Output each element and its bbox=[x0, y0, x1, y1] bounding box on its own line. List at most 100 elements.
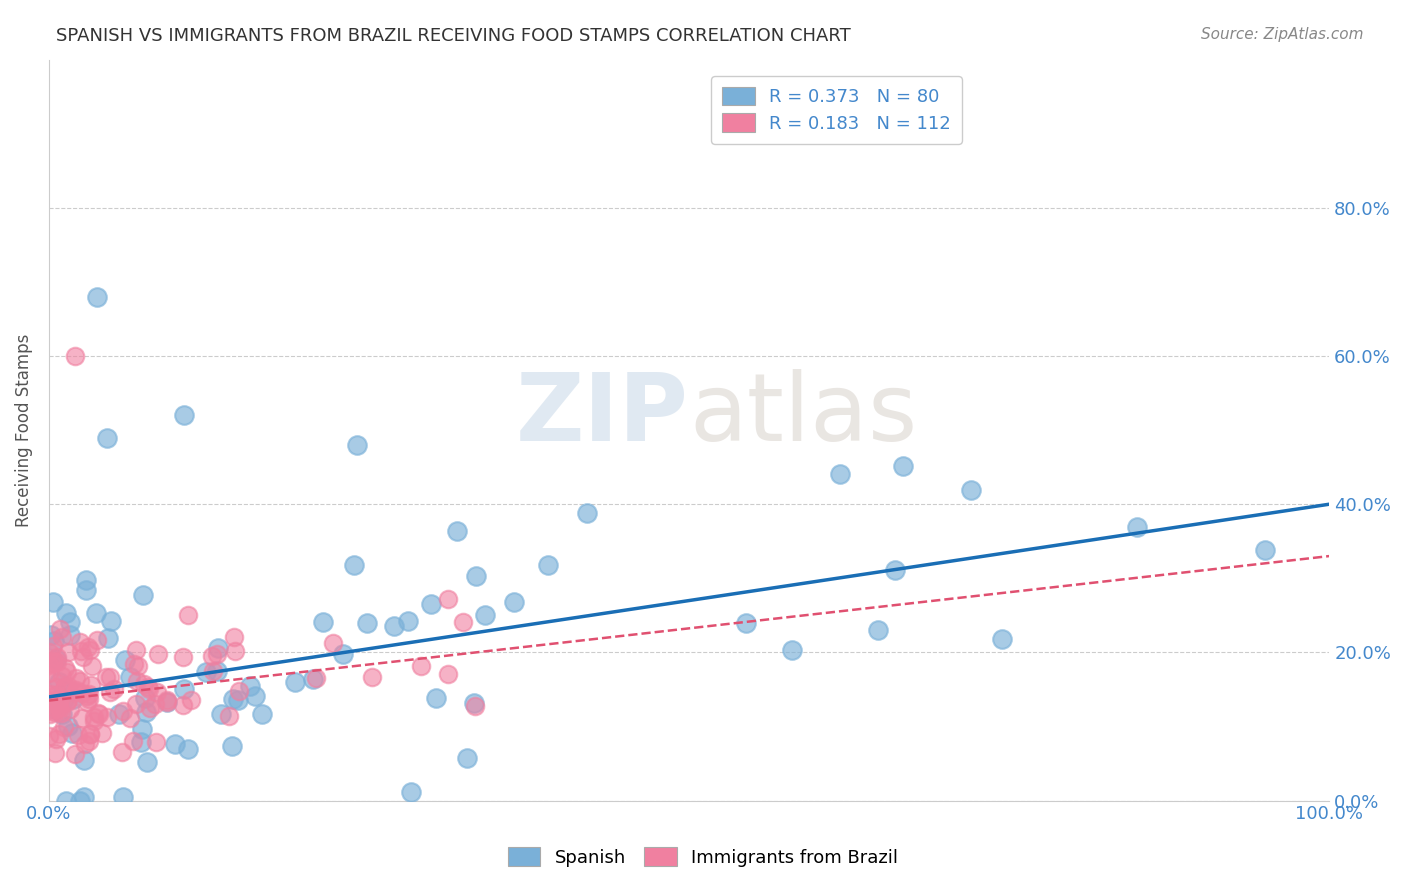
Point bbox=[129, 734, 152, 748]
Point bbox=[409, 658, 432, 673]
Point bbox=[87, 706, 110, 721]
Point bbox=[205, 665, 228, 679]
Point bbox=[503, 595, 526, 609]
Point bbox=[55, 665, 77, 680]
Point bbox=[76, 695, 98, 709]
Legend: Spanish, Immigrants from Brazil: Spanish, Immigrants from Brazil bbox=[501, 840, 905, 874]
Point bbox=[165, 738, 187, 752]
Point bbox=[226, 693, 249, 707]
Point bbox=[48, 690, 70, 705]
Point bbox=[48, 693, 70, 707]
Point bbox=[86, 632, 108, 647]
Point bbox=[124, 657, 146, 671]
Point bbox=[125, 697, 148, 711]
Point bbox=[830, 467, 852, 481]
Point bbox=[474, 608, 496, 623]
Point bbox=[207, 647, 229, 661]
Text: ZIP: ZIP bbox=[516, 369, 689, 461]
Text: atlas: atlas bbox=[689, 369, 917, 461]
Point bbox=[420, 597, 443, 611]
Point bbox=[98, 670, 121, 684]
Point bbox=[82, 659, 104, 673]
Point bbox=[56, 645, 79, 659]
Point bbox=[41, 595, 63, 609]
Point bbox=[42, 634, 65, 648]
Point bbox=[73, 753, 96, 767]
Point bbox=[425, 691, 447, 706]
Text: SPANISH VS IMMIGRANTS FROM BRAZIL RECEIVING FOOD STAMPS CORRELATION CHART: SPANISH VS IMMIGRANTS FROM BRAZIL RECEIV… bbox=[56, 27, 851, 45]
Point bbox=[301, 672, 323, 686]
Point bbox=[73, 789, 96, 804]
Point bbox=[136, 755, 159, 769]
Point bbox=[42, 654, 65, 668]
Point bbox=[63, 747, 86, 761]
Point bbox=[136, 680, 159, 694]
Point bbox=[114, 653, 136, 667]
Point bbox=[39, 693, 62, 707]
Point bbox=[156, 693, 179, 707]
Text: Source: ZipAtlas.com: Source: ZipAtlas.com bbox=[1201, 27, 1364, 42]
Point bbox=[51, 706, 73, 721]
Point bbox=[382, 619, 405, 633]
Point bbox=[53, 719, 76, 733]
Point bbox=[44, 746, 66, 760]
Point bbox=[361, 670, 384, 684]
Point bbox=[221, 739, 243, 754]
Point bbox=[39, 673, 62, 687]
Point bbox=[127, 659, 149, 673]
Point bbox=[734, 616, 756, 631]
Point bbox=[77, 692, 100, 706]
Point bbox=[53, 692, 76, 706]
Point bbox=[322, 636, 344, 650]
Point bbox=[396, 614, 419, 628]
Point bbox=[83, 710, 105, 724]
Point bbox=[77, 687, 100, 701]
Point bbox=[38, 665, 60, 680]
Point bbox=[39, 628, 62, 642]
Point bbox=[884, 563, 907, 577]
Point bbox=[45, 688, 67, 702]
Point bbox=[536, 558, 558, 572]
Point bbox=[42, 639, 65, 653]
Point bbox=[79, 642, 101, 657]
Point bbox=[143, 698, 166, 712]
Point bbox=[132, 588, 155, 602]
Point bbox=[332, 647, 354, 661]
Point bbox=[156, 695, 179, 709]
Point bbox=[209, 706, 232, 721]
Point bbox=[305, 672, 328, 686]
Point bbox=[103, 682, 125, 697]
Point bbox=[55, 606, 77, 620]
Point bbox=[56, 692, 79, 706]
Point bbox=[70, 644, 93, 658]
Point bbox=[312, 615, 335, 629]
Point bbox=[108, 706, 131, 721]
Point bbox=[342, 558, 364, 573]
Point bbox=[45, 732, 67, 747]
Point bbox=[177, 608, 200, 623]
Point bbox=[195, 665, 218, 679]
Point bbox=[118, 711, 141, 725]
Point bbox=[53, 681, 76, 696]
Point bbox=[80, 678, 103, 692]
Point bbox=[399, 785, 422, 799]
Point bbox=[69, 794, 91, 808]
Point bbox=[48, 675, 70, 690]
Point bbox=[56, 718, 79, 732]
Point bbox=[46, 655, 69, 669]
Point bbox=[87, 706, 110, 721]
Point bbox=[959, 483, 981, 497]
Point bbox=[224, 644, 246, 658]
Point bbox=[49, 702, 72, 716]
Point bbox=[42, 706, 65, 720]
Point bbox=[53, 679, 76, 693]
Point bbox=[437, 666, 460, 681]
Point bbox=[96, 431, 118, 445]
Point bbox=[437, 591, 460, 606]
Point bbox=[62, 691, 84, 706]
Point bbox=[38, 707, 60, 722]
Point bbox=[222, 630, 245, 644]
Point bbox=[146, 684, 169, 698]
Point bbox=[41, 703, 63, 717]
Point bbox=[111, 704, 134, 718]
